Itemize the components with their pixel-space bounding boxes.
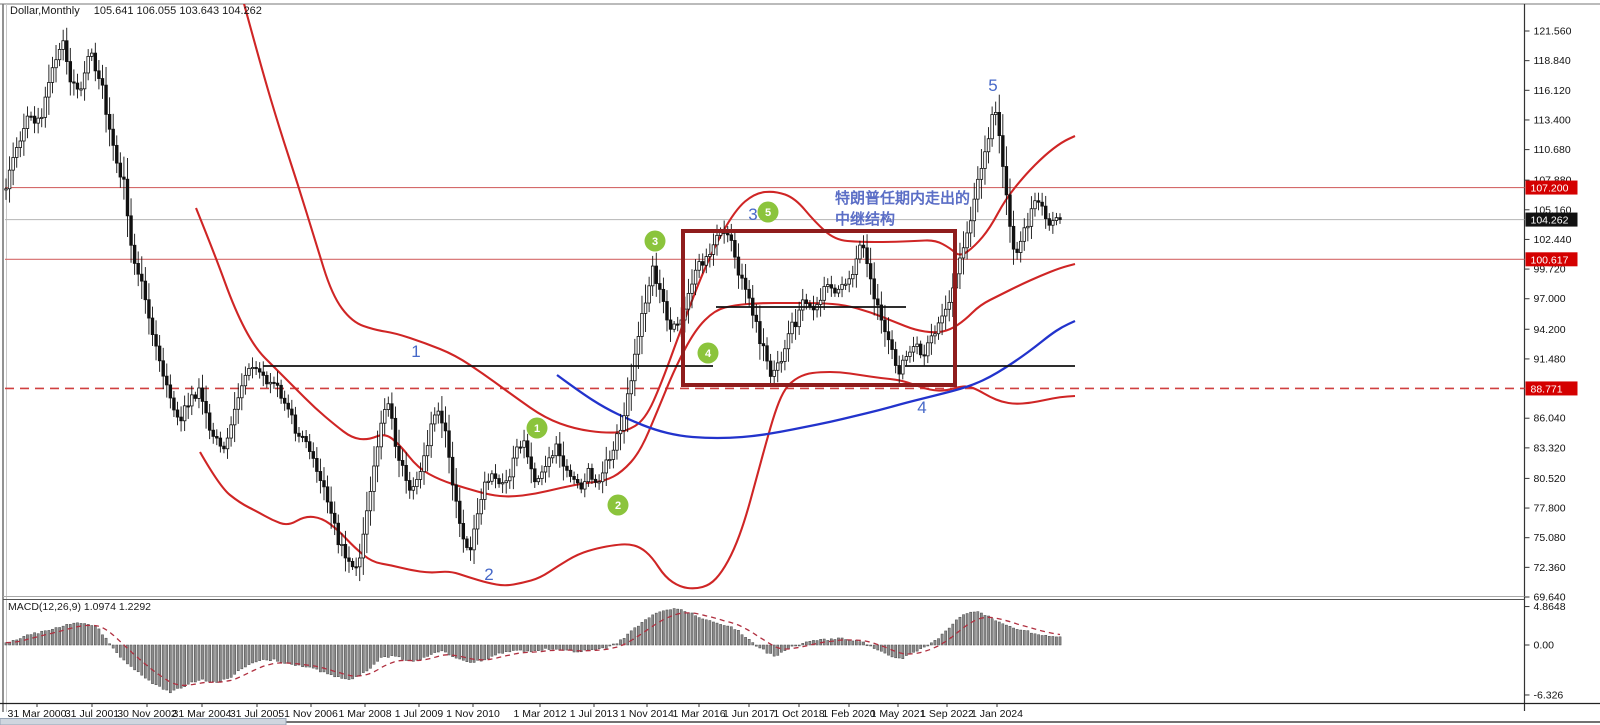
price-badge-value: 88.771: [1531, 383, 1563, 395]
green-badge-circle: [644, 230, 666, 252]
symbol-period-label: Dollar,Monthly: [10, 5, 80, 17]
price-badge: [1525, 381, 1578, 396]
wave-label-1: 1: [411, 342, 420, 361]
date-tick-label: 1 May 2021: [871, 708, 926, 720]
price-tick-label: 94.200: [1534, 324, 1566, 336]
price-badge: [1525, 212, 1578, 227]
price-badge-value: 104.262: [1531, 215, 1569, 227]
green-badge-number: 5: [765, 207, 771, 219]
price-tick-label: 75.080: [1534, 532, 1566, 544]
price-axis: 121.560118.840116.120113.400110.680107.8…: [1524, 26, 1578, 701]
price-badge-value: 107.200: [1531, 183, 1569, 195]
price-tick-label: 116.120: [1534, 85, 1571, 97]
price-badge: [1525, 252, 1578, 267]
wave-label-5: 5: [988, 76, 997, 95]
price-tick-label: 77.800: [1534, 503, 1566, 515]
price-tick-label: 69.640: [1534, 592, 1566, 604]
green-badge-circle: [526, 417, 548, 439]
green-badge-number: 1: [534, 423, 540, 435]
price-tick-label: 99.720: [1534, 264, 1566, 276]
date-tick-label: 31 Mar 2000: [8, 708, 67, 720]
price-tick-label: 113.400: [1534, 114, 1571, 126]
lower-bollinger-band: [199, 370, 1076, 590]
price-tick-label: 83.320: [1534, 442, 1566, 454]
green-badge-number: 2: [615, 500, 621, 512]
middle-bollinger-band: [195, 207, 1076, 498]
green-badge-circle: [697, 342, 719, 364]
long-term-ma-blue: [556, 319, 1076, 440]
price-badge-value: 100.617: [1531, 254, 1569, 266]
green-badge-circle: [607, 494, 629, 516]
date-tick-label: 1 Nov 2014: [620, 708, 674, 720]
price-tick-label: 97.000: [1534, 293, 1566, 305]
annotation-note: 特朗普任期内走出的 中继结构: [835, 188, 970, 230]
annotation-note-line2: 中继结构: [835, 211, 896, 228]
consolidation-rectangle: [681, 229, 957, 387]
macd-tick-label: -6.326: [1534, 689, 1564, 701]
price-tick-label: 102.440: [1534, 234, 1572, 246]
annotation-note-line1: 特朗普任期内走出的: [835, 190, 971, 207]
green-circle-badges: 1 2 3 4 5: [526, 201, 779, 516]
wave-label-2: 2: [484, 565, 493, 584]
date-tick-label: 1 Nov 2010: [446, 708, 500, 720]
date-tick-label: 31 Mar 2004: [173, 708, 232, 720]
chart-frame: [0, 3, 1600, 712]
macd-histogram: [4, 608, 1062, 694]
macd-tick-label: 4.8648: [1534, 601, 1566, 613]
price-tick-label: 80.520: [1534, 473, 1566, 485]
wave-number-labels: 1 2 3 4 5: [411, 76, 997, 584]
macd-signal: [5, 612, 1061, 687]
drawn-objects: [263, 229, 1075, 387]
price-tick-label: 118.840: [1534, 55, 1571, 67]
green-badge-number: 4: [705, 348, 712, 360]
wave-label-3: 3: [748, 205, 757, 224]
candlesticks: [4, 27, 1062, 582]
price-badge: [1525, 180, 1578, 195]
date-tick-label: 1 Feb 2020: [822, 708, 875, 720]
macd-tick-label: 0.00: [1534, 640, 1555, 652]
price-tick-label: 72.360: [1534, 562, 1566, 574]
macd-signal-line: [5, 612, 1061, 687]
date-tick-label: 1 Sep 2022: [920, 708, 974, 720]
date-tick-label: 31 Jul 2005: [230, 708, 284, 720]
macd-indicator-label: MACD(12,26,9) 1.0974 1.2292: [8, 601, 152, 613]
date-tick-label: 1 Nov 2006: [284, 708, 338, 720]
scrollbar-thumb[interactable]: [0, 718, 287, 725]
horizontal-scrollbar[interactable]: [0, 718, 1600, 725]
date-tick-label: 31 Jul 2001: [65, 708, 119, 720]
date-tick-label: 1 Mar 2016: [672, 708, 725, 720]
price-tick-label: 91.480: [1534, 353, 1566, 365]
date-tick-label: 1 Mar 2008: [338, 708, 391, 720]
price-tick-label: 121.560: [1534, 26, 1572, 38]
price-tick-label: 110.680: [1534, 144, 1571, 156]
date-tick-label: 1 Jul 2013: [570, 708, 619, 720]
date-tick-label: 30 Nov 2002: [117, 708, 177, 720]
date-tick-label: 1 Jun 2017: [723, 708, 775, 720]
date-tick-label: 1 Mar 2012: [513, 708, 566, 720]
ohlc-values: 105.641 106.055 103.643 104.262: [93, 5, 262, 17]
green-badge-number: 3: [652, 236, 658, 248]
date-tick-label: 1 Oct 2018: [773, 708, 825, 720]
date-tick-label: 1 Jul 2009: [395, 708, 444, 720]
green-badge-circle: [757, 201, 779, 223]
chart-symbol-title: Dollar,Monthly 105.641 106.055 103.643 10…: [10, 5, 262, 17]
wave-label-4: 4: [917, 398, 926, 417]
date-tick-label: 1 Jan 2024: [971, 708, 1023, 720]
price-tick-label: 86.040: [1534, 413, 1566, 425]
